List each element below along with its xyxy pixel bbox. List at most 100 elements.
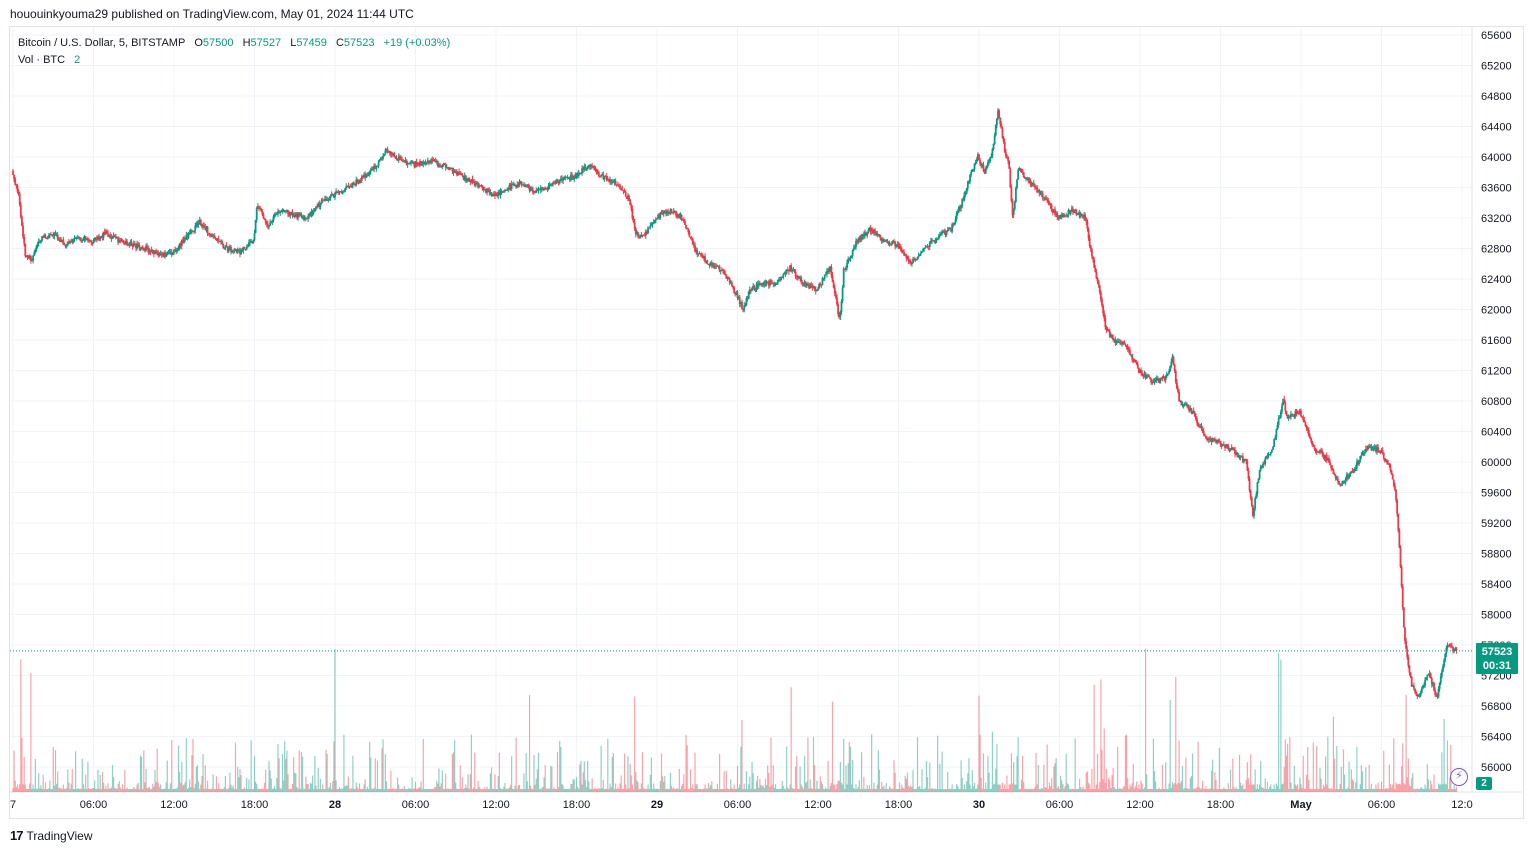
volume-bar <box>825 787 827 792</box>
volume-bar <box>781 780 783 792</box>
tradingview-brand[interactable]: 17 TradingView <box>10 828 93 843</box>
candle-body <box>327 199 330 201</box>
volume-bar <box>1295 785 1298 792</box>
volume-bar <box>350 788 352 792</box>
candle-body <box>574 175 577 178</box>
volume-bar <box>745 771 748 792</box>
candle-body <box>775 283 778 285</box>
volume-bar <box>64 788 67 792</box>
volume-bar <box>1165 762 1167 792</box>
candle-body <box>611 181 614 183</box>
volume-bar <box>457 788 459 792</box>
legend-symbol[interactable]: Bitcoin / U.S. Dollar, 5, BITSTAMP <box>18 37 186 49</box>
volume-bar <box>1452 789 1454 792</box>
y-tick-label: 64800 <box>1481 91 1512 103</box>
volume-bar <box>432 789 434 792</box>
volume-bar <box>742 788 744 792</box>
candle-body <box>892 240 894 244</box>
volume-bar <box>1102 779 1104 792</box>
volume-bar <box>1042 788 1044 792</box>
volume-bar <box>1117 746 1119 792</box>
volume-bar <box>1368 764 1370 792</box>
volume-bar <box>476 788 478 792</box>
volume-bar <box>79 788 81 792</box>
volume-bar <box>1200 788 1203 792</box>
volume-bar <box>1445 784 1447 792</box>
volume-bar <box>547 789 550 792</box>
candle-body <box>88 239 90 241</box>
candle-body <box>393 153 396 157</box>
volume-bar <box>977 784 979 792</box>
candle-body <box>1190 408 1193 414</box>
volume-bar <box>1166 789 1168 792</box>
volume-bar <box>29 783 31 792</box>
volume-bar <box>345 785 347 792</box>
candle-body <box>1396 500 1399 514</box>
candle-body <box>1207 437 1210 440</box>
candle-body <box>743 305 746 311</box>
volume-bar <box>568 789 570 792</box>
volume-bar <box>1317 788 1319 792</box>
candle-body <box>805 284 808 287</box>
volume-bar <box>743 783 745 792</box>
candle-body <box>299 214 302 216</box>
candle-body <box>862 233 865 237</box>
volume-bar <box>162 788 164 792</box>
volume-bar <box>459 765 461 792</box>
volume-bar <box>1151 788 1153 792</box>
candle-body <box>673 210 676 212</box>
volume-bar <box>105 785 107 792</box>
candle-body <box>1417 695 1420 697</box>
volume-bar <box>994 783 996 792</box>
volume-bar <box>1171 781 1174 792</box>
volume-bar <box>1430 780 1432 792</box>
volume-bar <box>478 787 480 792</box>
volume-bar <box>1216 788 1218 792</box>
candle-body <box>1343 481 1346 484</box>
volume-bar <box>1416 788 1418 792</box>
candle-body <box>650 224 653 226</box>
volume-bar <box>1158 787 1160 792</box>
candle-body <box>1175 382 1178 389</box>
legend-volume-label[interactable]: Vol · BTC <box>18 54 66 66</box>
candle-body <box>1243 459 1245 462</box>
volume-bar <box>502 788 504 792</box>
volume-bar <box>35 788 38 792</box>
volume-bar <box>208 789 210 792</box>
candle-body <box>637 232 639 237</box>
volume-bar <box>934 788 936 792</box>
y-tick-label: 58400 <box>1481 579 1512 591</box>
volume-bar <box>1082 786 1084 792</box>
volume-bar <box>925 761 928 792</box>
volume-bar <box>779 788 781 792</box>
volume-bar <box>272 788 275 792</box>
volume-bar <box>1345 788 1347 792</box>
volume-bar <box>248 779 250 792</box>
candle-body <box>190 230 193 232</box>
volume-bar <box>882 787 884 792</box>
volume-bar <box>896 788 898 792</box>
volume-bar <box>181 762 183 792</box>
y-tick-label: 63600 <box>1481 183 1512 195</box>
lightning-icon[interactable]: ⚡ <box>1450 768 1468 786</box>
volume-bar <box>797 789 799 792</box>
candle-body <box>144 249 146 251</box>
candle-body <box>857 240 860 243</box>
candle-body <box>824 274 827 276</box>
volume-bar <box>445 773 447 792</box>
candle-body <box>216 238 219 240</box>
candle-body <box>812 286 815 289</box>
candle-body <box>737 297 740 299</box>
volume-bar <box>866 785 868 792</box>
volume-bar <box>572 778 574 792</box>
candle-body <box>430 159 433 163</box>
volume-bar <box>966 781 968 792</box>
volume-bar <box>1025 788 1027 792</box>
volume-bar <box>819 776 821 792</box>
candle-body <box>1133 359 1136 362</box>
volume-bar <box>1301 788 1303 792</box>
candle-body <box>462 175 465 180</box>
volume-bar <box>558 787 560 792</box>
volume-bar <box>1159 788 1161 792</box>
